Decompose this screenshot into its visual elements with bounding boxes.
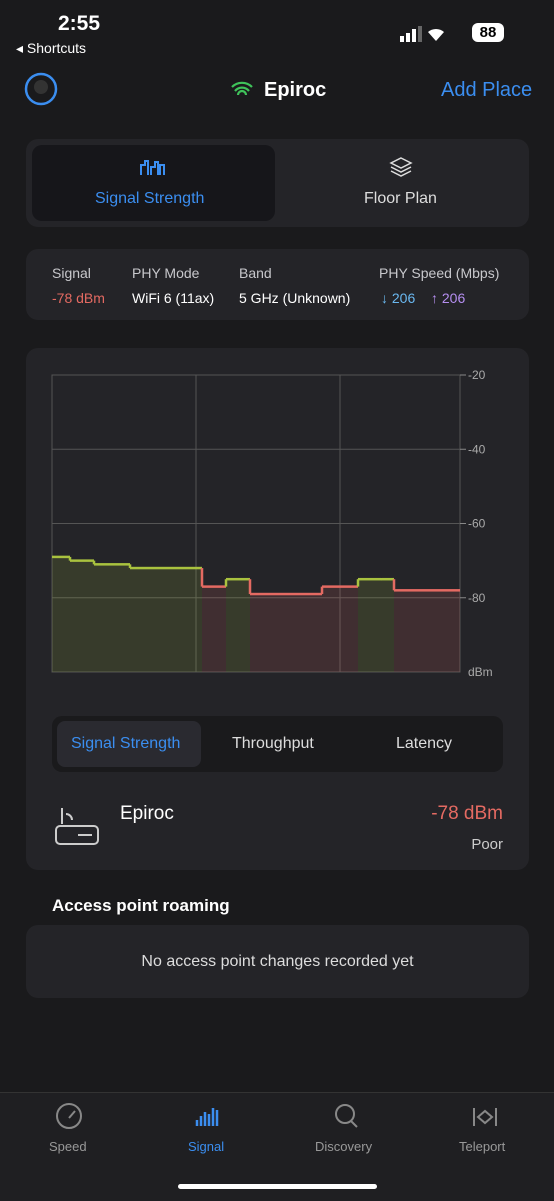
- wifi-icon: [231, 81, 253, 96]
- y-tick-label: -40: [468, 442, 486, 456]
- area: [178, 568, 190, 672]
- profile-button[interactable]: [24, 72, 60, 108]
- area: [202, 586, 214, 672]
- nav-item[interactable]: Teleport: [459, 1139, 506, 1154]
- area: [262, 594, 274, 672]
- area: [52, 556, 58, 672]
- roaming-message: No access point changes recorded yet: [141, 953, 414, 970]
- info-value: ↓ 206: [381, 290, 416, 306]
- ap-signal: -78 dBm: [431, 803, 503, 824]
- area: [406, 590, 418, 672]
- area: [142, 568, 154, 672]
- floor-icon: [389, 157, 413, 177]
- nav-icons: [56, 1103, 497, 1129]
- area: [298, 594, 310, 672]
- area: [430, 590, 442, 672]
- chart-tab-active-bg: [57, 721, 201, 767]
- area: [130, 568, 142, 672]
- area: [454, 590, 460, 672]
- nav-item[interactable]: Discovery: [315, 1139, 373, 1154]
- area: [190, 568, 202, 672]
- area: [58, 556, 70, 672]
- ap-quality: Poor: [471, 836, 503, 853]
- area: [214, 586, 226, 672]
- ap-name: Epiroc: [120, 803, 174, 824]
- status-icons: [400, 26, 444, 42]
- info-value: WiFi 6 (11ax): [132, 290, 215, 306]
- area: [274, 594, 286, 672]
- nav-item[interactable]: Speed: [49, 1139, 87, 1154]
- y-tick-label: -20: [468, 368, 486, 382]
- area: [382, 579, 394, 672]
- area: [310, 594, 322, 672]
- info-label: Band: [239, 265, 272, 281]
- tab-active-bg: [32, 145, 275, 221]
- area: [82, 560, 94, 672]
- header-title: Epiroc: [264, 79, 327, 101]
- area: [346, 586, 358, 672]
- chart-card: [26, 348, 529, 870]
- chart-tab[interactable]: Latency: [396, 735, 453, 752]
- y-unit: dBm: [468, 665, 493, 679]
- area: [250, 594, 262, 672]
- bottom-nav: [0, 1092, 554, 1201]
- info-label: PHY Mode: [132, 265, 200, 281]
- nav-item[interactable]: Signal: [188, 1139, 225, 1154]
- chart-tab[interactable]: Throughput: [232, 735, 314, 752]
- area: [106, 564, 118, 672]
- area: [394, 590, 406, 672]
- y-tick-label: -60: [468, 517, 486, 531]
- y-tick-label: -80: [468, 591, 486, 605]
- area: [118, 564, 130, 672]
- area: [94, 564, 106, 672]
- area: [70, 560, 82, 672]
- area: [286, 594, 298, 672]
- section-title: Access point roaming: [52, 896, 230, 915]
- signal-icon: [140, 160, 165, 175]
- area: [154, 568, 166, 672]
- area: [322, 586, 334, 672]
- area: [166, 568, 178, 672]
- info-label: Signal: [52, 265, 91, 281]
- info-value: -78 dBm: [52, 290, 105, 306]
- router-icon: [55, 808, 99, 845]
- info-card: [26, 249, 529, 320]
- area: [238, 579, 250, 672]
- tab[interactable]: Signal Strength: [95, 190, 205, 207]
- area: [370, 579, 382, 672]
- tab[interactable]: Floor Plan: [364, 190, 437, 207]
- info-label: PHY Speed (Mbps): [379, 265, 500, 281]
- area: [358, 579, 370, 672]
- info-value: 5 GHz (Unknown): [239, 290, 351, 306]
- chart: -20 -40 -60 -80 dBm: [51, 368, 493, 679]
- area: [418, 590, 430, 672]
- back-text[interactable]: Shortcuts: [26, 40, 87, 56]
- add-place[interactable]: Add Place: [441, 79, 533, 101]
- home-indicator: [178, 1184, 377, 1189]
- area: [442, 590, 454, 672]
- chart-tab[interactable]: Signal Strength: [71, 735, 181, 752]
- battery: 88: [472, 23, 504, 42]
- back-link[interactable]: ◂ Shortcuts: [16, 40, 87, 56]
- clock: 2:55: [58, 12, 101, 35]
- info-value: ↑ 206: [431, 290, 466, 306]
- area: [226, 579, 238, 672]
- area: [334, 586, 346, 672]
- roaming-card: [26, 925, 529, 998]
